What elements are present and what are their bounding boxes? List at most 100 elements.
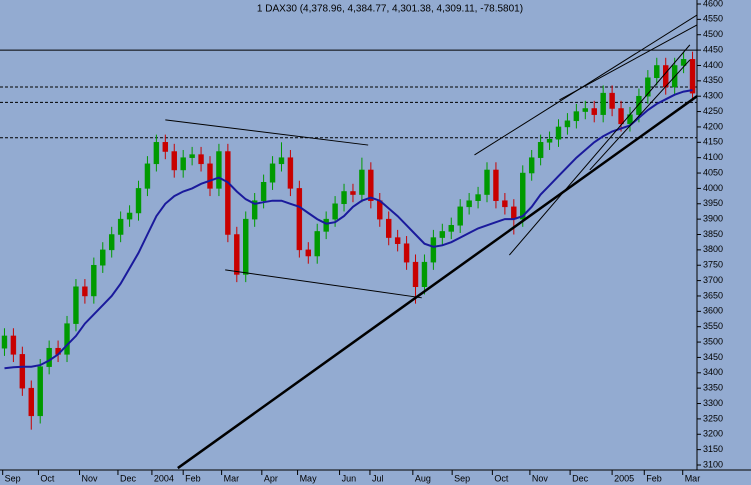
candle-body [278, 157, 285, 165]
candle-body [493, 169, 499, 201]
candle-body [287, 157, 294, 189]
candle-body [394, 237, 401, 244]
candle-body [332, 203, 338, 220]
candle-body [341, 191, 347, 205]
trend-line [508, 44, 691, 256]
candle-body [28, 387, 34, 417]
candle-body [386, 218, 392, 238]
candle-body [689, 59, 696, 94]
y-tick-label: 3400 [703, 367, 723, 377]
y-tick-label: 4500 [703, 29, 723, 39]
y-tick-label: 3500 [703, 336, 723, 346]
candle-body [171, 151, 177, 171]
y-tick-label: 3150 [703, 444, 723, 454]
y-tick-label: 3800 [703, 244, 723, 254]
x-tick-label: Apr [264, 473, 278, 483]
candle-body [654, 65, 660, 79]
candle-body [207, 163, 213, 189]
trend-line [589, 59, 691, 171]
y-tick-label: 4250 [703, 106, 723, 116]
candle-body [144, 163, 151, 189]
x-tick-label: Aug [415, 473, 431, 483]
x-tick-label: Jul [372, 473, 384, 483]
candle-body [19, 354, 26, 389]
y-tick-label: 4450 [703, 44, 723, 54]
y-tick-label: 3950 [703, 198, 723, 208]
y-tick-label: 4150 [703, 137, 723, 147]
x-tick-label: 2004 [154, 473, 174, 483]
candle-body [350, 191, 356, 195]
candle-body [82, 286, 88, 297]
x-tick-label: Oct [40, 473, 55, 483]
candle-body [546, 138, 553, 143]
candle-body [216, 151, 222, 189]
y-tick-label: 3350 [703, 383, 723, 393]
y-tick-label: 4350 [703, 75, 723, 85]
y-tick-label: 3600 [703, 306, 723, 316]
y-tick-label: 3900 [703, 214, 723, 224]
candle-body [421, 261, 428, 287]
candle-body [511, 206, 517, 220]
candle-body [269, 163, 276, 183]
x-tick-label: May [300, 473, 318, 483]
candle-body [73, 286, 79, 324]
candle-body [189, 154, 195, 158]
y-tick-label: 4550 [703, 14, 723, 24]
candle-body [135, 188, 142, 214]
candle-body [555, 126, 562, 140]
y-tick-label: 4300 [703, 91, 723, 101]
x-tick-label: Feb [185, 473, 201, 483]
candle-body [636, 95, 642, 115]
candle-body [100, 249, 106, 266]
y-tick-label: 3200 [703, 429, 723, 439]
trend-line [177, 95, 697, 470]
y-tick-label: 3300 [703, 398, 723, 408]
candle-body [520, 172, 526, 220]
candle-body [296, 188, 303, 251]
x-tick-label: Dec [572, 473, 589, 483]
candle-body [323, 218, 329, 232]
candle-body [609, 92, 615, 109]
candle-body [108, 234, 115, 251]
y-tick-label: 3450 [703, 352, 723, 362]
x-tick-label: Dec [120, 473, 137, 483]
candle-body [225, 151, 231, 235]
y-tick-label: 4200 [703, 121, 723, 131]
candle-body [475, 194, 481, 201]
y-tick-label: 3250 [703, 413, 723, 423]
trend-line [225, 269, 422, 299]
x-tick-label: Oct [494, 473, 509, 483]
x-tick-label: Mar [224, 473, 240, 483]
y-tick-label: 3700 [703, 275, 723, 285]
candle-body [528, 157, 535, 174]
candle-body [439, 231, 446, 238]
candle-body [564, 120, 571, 128]
candle-body [260, 182, 267, 201]
candle-body [10, 335, 17, 355]
candle-body [645, 77, 651, 97]
candle-body [663, 65, 669, 88]
candle-body [1, 335, 8, 349]
y-tick-label: 3850 [703, 229, 723, 239]
moving-average [4, 89, 693, 370]
candle-body [314, 231, 320, 257]
candle-body [37, 366, 43, 417]
candle-body [448, 225, 454, 232]
candle-body [457, 206, 463, 226]
trend-line [165, 119, 369, 146]
plot-area [0, 14, 697, 470]
candle-body [180, 157, 186, 171]
candle-body [502, 200, 508, 208]
candle-body [412, 261, 419, 287]
x-tick-label: Mar [685, 473, 701, 483]
candle-body [359, 169, 365, 195]
y-tick-label: 3100 [703, 459, 723, 469]
x-tick-label: Jun [342, 473, 357, 483]
x-tick-label: Feb [646, 473, 662, 483]
candle-body [466, 200, 472, 208]
y-tick-label: 3750 [703, 260, 723, 270]
x-tick-label: Sep [5, 473, 21, 483]
candle-body [117, 218, 124, 235]
x-tick-label: Sep [454, 473, 470, 483]
candle-body [582, 108, 589, 112]
